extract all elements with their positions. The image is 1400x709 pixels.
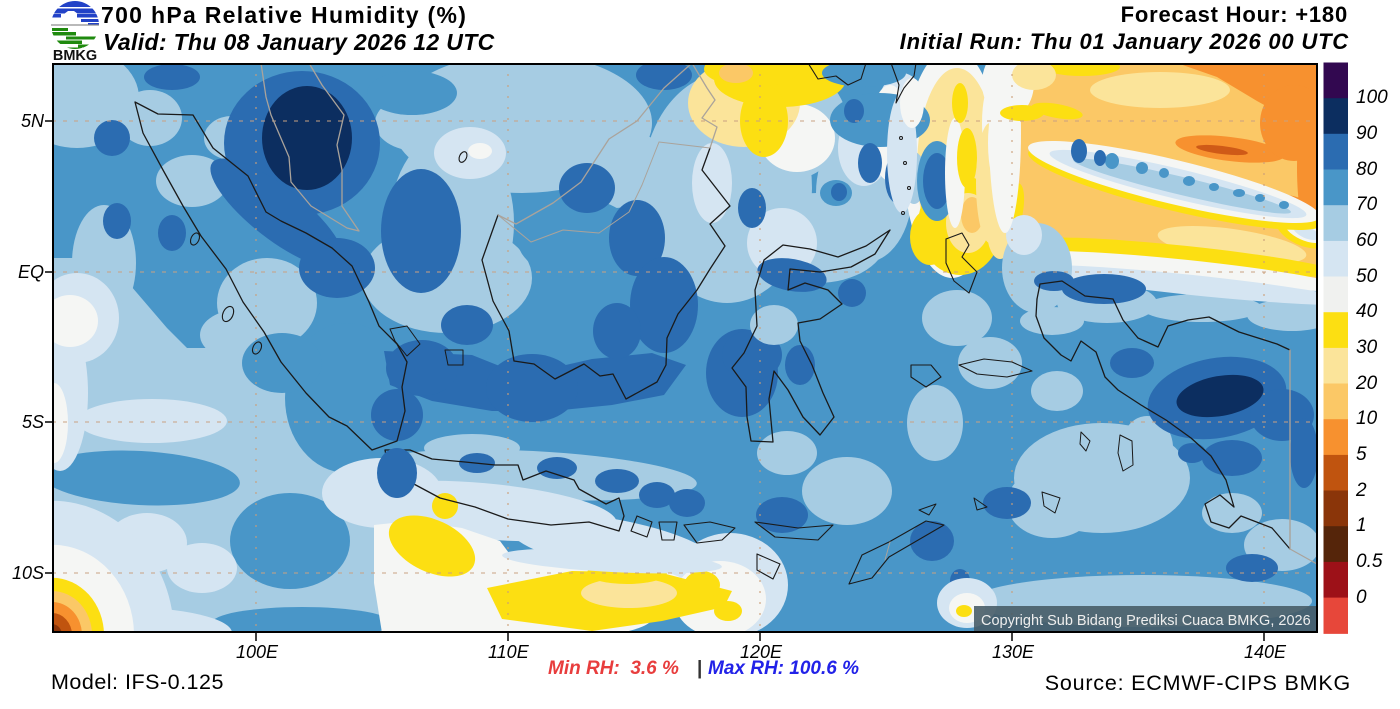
svg-text:BMKG: BMKG [53,48,97,62]
svg-text:Copyright Sub Bidang Prediksi: Copyright Sub Bidang Prediksi Cuaca BMKG… [981,613,1311,629]
